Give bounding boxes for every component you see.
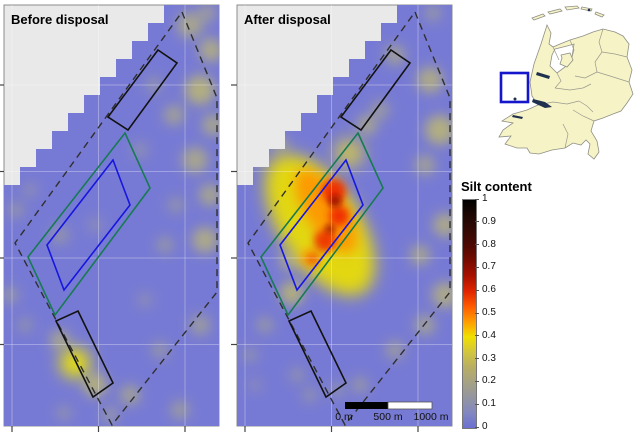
scale-label-0: 0 m	[335, 411, 353, 423]
silt-content-colorbar	[462, 199, 477, 429]
upper-reference-rectangle	[339, 48, 412, 132]
tick-label: 0.7	[482, 261, 496, 273]
tick-mark	[475, 198, 479, 200]
scale-label-500: 500 m	[373, 411, 402, 423]
tick-mark	[475, 335, 479, 337]
tick-label: 0.2	[482, 375, 496, 387]
wadden-island	[531, 13, 546, 21]
tick-mark	[475, 289, 479, 291]
upper-reference-rectangle	[106, 48, 179, 132]
dashed-boundary	[14, 10, 218, 427]
landmass	[498, 5, 634, 160]
colorbar-tick-labels: 1 0.9 0.8 0.7 0.6 0.5 0.4 0.3 0.2 0.1 0	[475, 194, 525, 432]
dashed-boundary	[247, 10, 451, 427]
axis-ticks	[0, 84, 186, 432]
tick-mark	[475, 380, 479, 382]
lower-reference-rectangle	[287, 309, 348, 399]
tick-mark	[475, 244, 479, 246]
bright-silt-patch	[60, 348, 90, 378]
grid-lines	[4, 5, 219, 426]
tick-label: 0.8	[482, 238, 496, 250]
wadden-island	[594, 11, 605, 18]
disposal-hotspot	[265, 115, 377, 305]
tick-label: 0.1	[482, 398, 496, 410]
axis-ticks	[231, 84, 419, 432]
grid-lines	[237, 5, 452, 426]
tick-label: 0.6	[482, 284, 496, 296]
scale-bar: 0 m 500 m 1000 m	[335, 401, 449, 423]
blue-outline	[279, 158, 364, 292]
after-map-panel: 0 m 500 m 1000 m After disposal	[231, 4, 453, 432]
panel-title-after: After disposal	[244, 12, 331, 27]
water-marks	[512, 8, 591, 119]
tick-label: 0	[482, 421, 488, 432]
tick-mark	[475, 403, 479, 405]
flevoland	[559, 52, 574, 68]
tick-label: 0.9	[482, 215, 496, 227]
wadden-island	[580, 6, 593, 12]
tick-mark	[475, 221, 479, 223]
wadden-island	[547, 8, 563, 15]
tick-mark	[475, 312, 479, 314]
netherlands-inset-map	[498, 5, 634, 160]
blue-outline	[46, 158, 131, 292]
before-map-panel: Before disposal	[0, 4, 220, 432]
tick-label: 1	[482, 193, 488, 204]
tick-label: 0.5	[482, 307, 496, 318]
green-outline	[27, 131, 151, 317]
tick-mark	[475, 426, 479, 428]
tick-label: 0.3	[482, 352, 496, 364]
legend-title: Silt content	[461, 179, 532, 194]
province-borders	[537, 28, 630, 149]
tick-mark	[475, 266, 479, 268]
study-area-marker	[499, 71, 530, 104]
green-outline	[260, 131, 384, 317]
tick-mark	[475, 358, 479, 360]
scale-label-1000: 1000 m	[413, 411, 448, 423]
wadden-island	[564, 5, 580, 11]
panel-title-before: Before disposal	[11, 12, 109, 27]
tick-label: 0.4	[482, 329, 496, 341]
lower-reference-rectangle	[54, 309, 115, 399]
